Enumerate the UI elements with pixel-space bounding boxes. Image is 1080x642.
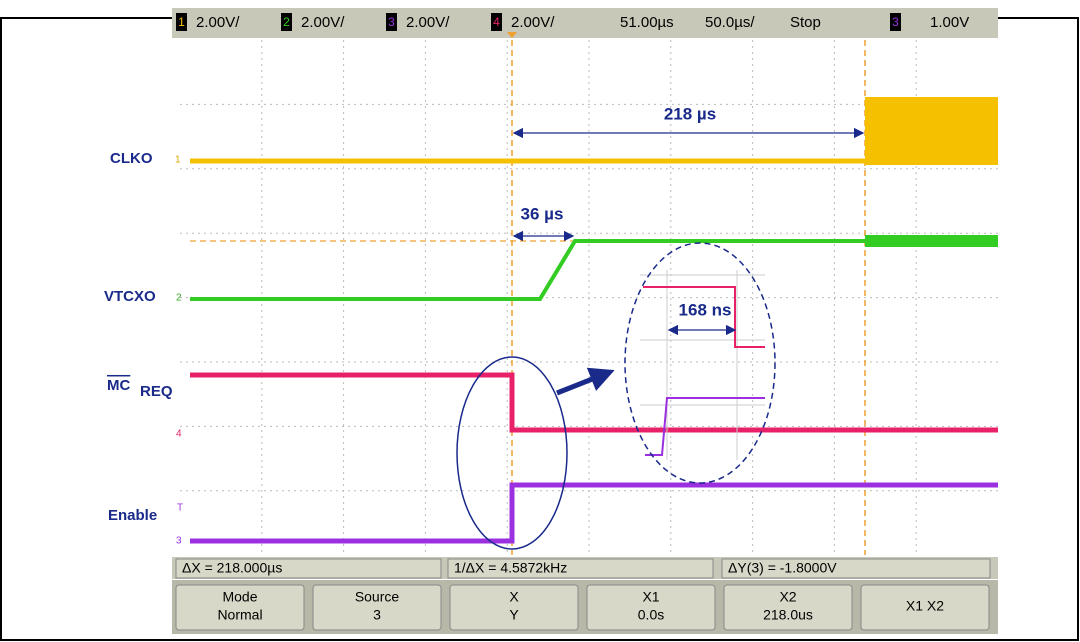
softkey-top[interactable]: X1 — [642, 589, 659, 605]
softkey-bottom[interactable]: 218.0us — [763, 607, 813, 623]
softkey-top[interactable]: X2 — [779, 589, 796, 605]
status-box — [175, 558, 442, 579]
softkey[interactable] — [860, 584, 990, 631]
highlight-ellipse — [456, 356, 568, 550]
softkey-bottom[interactable]: Y — [509, 607, 519, 623]
trace-label: Enable — [108, 507, 157, 524]
channel-number: 4 — [493, 15, 500, 29]
ground-marker: 2 — [176, 293, 182, 304]
softkey-bar — [172, 580, 998, 634]
softkey-bottom[interactable]: 0.0s — [638, 607, 664, 623]
softkey-top[interactable]: X1 X2 — [906, 598, 944, 614]
channel-number: 3 — [388, 15, 395, 29]
delay: 51.00µs — [620, 14, 674, 31]
clko-burst — [865, 97, 998, 165]
trigger-level: 1.00V — [930, 14, 969, 31]
status: ΔX = 218.000µs 1/ΔX = 4.5872kHz ΔY(3) = -1… — [175, 558, 991, 579]
trigger-marker — [507, 32, 517, 38]
trace-label: MC — [107, 377, 130, 394]
vtcxo-noise — [865, 235, 998, 247]
enable-trace — [190, 482, 998, 544]
softkeys: Mode Normal Source 3 XY X1 0.0s X2 218.0us X1 X2 — [175, 584, 990, 631]
status-text: 1/ΔX = 4.5872kHz — [454, 560, 567, 576]
ground-marker: 4 — [176, 429, 182, 440]
graticule — [180, 40, 998, 555]
status-text: ΔY(3) = -1.8000V — [728, 560, 837, 576]
run-state: Stop — [790, 14, 821, 31]
status-box — [447, 558, 714, 579]
status-text: ΔX = 218.000µs — [182, 560, 282, 576]
softkey-top[interactable]: Source — [355, 589, 400, 605]
trace-label: CLKO — [110, 150, 153, 167]
header-bar — [172, 8, 998, 38]
trigger-badge — [890, 13, 901, 31]
softkey[interactable] — [586, 584, 716, 631]
channel-scale: 2.00V/ — [406, 14, 450, 31]
channel-scale: 2.00V/ — [196, 14, 240, 31]
status-box — [721, 558, 991, 579]
softkey-top[interactable]: X — [509, 589, 519, 605]
channel-badge — [281, 13, 292, 31]
trigger-source: 3 — [892, 15, 899, 29]
channel-badge — [491, 13, 502, 31]
vtcxo-trace — [190, 239, 998, 301]
softkey[interactable] — [723, 584, 853, 631]
ground-marker: 3 — [176, 536, 182, 547]
softkey-bottom[interactable]: Normal — [217, 607, 262, 623]
header: 1 2.00V/2 2.00V/3 2.00V/4 2.00V/51.00µs 50.0µ… — [176, 13, 969, 31]
zoom-arrow — [556, 367, 615, 396]
channel-number: 2 — [283, 15, 290, 29]
softkey[interactable] — [175, 584, 305, 631]
channel-badge — [176, 13, 187, 31]
softkey-top[interactable]: Mode — [222, 589, 257, 605]
softkey[interactable] — [449, 584, 579, 631]
trigger-level-marker: T — [177, 503, 183, 514]
zoom-ellipse — [624, 242, 776, 484]
channel-badge — [386, 13, 397, 31]
channel-scale: 2.00V/ — [301, 14, 345, 31]
trace-label: VTCXO — [104, 288, 156, 305]
trace-label-sub: REQ — [140, 383, 173, 400]
timebase: 50.0µs/ — [705, 14, 755, 31]
channel-number: 1 — [178, 15, 185, 29]
annotation: 36 µs — [521, 204, 564, 223]
annotation: 218 µs — [664, 104, 716, 123]
channel-scale: 2.00V/ — [511, 14, 555, 31]
softkey-bottom[interactable]: 3 — [373, 607, 381, 623]
zoom-inset — [640, 270, 765, 460]
softkey[interactable] — [312, 584, 442, 631]
ground-marker: 1 — [175, 155, 181, 166]
annotation: 168 ns — [679, 300, 732, 319]
mcreq-trace — [190, 372, 998, 433]
